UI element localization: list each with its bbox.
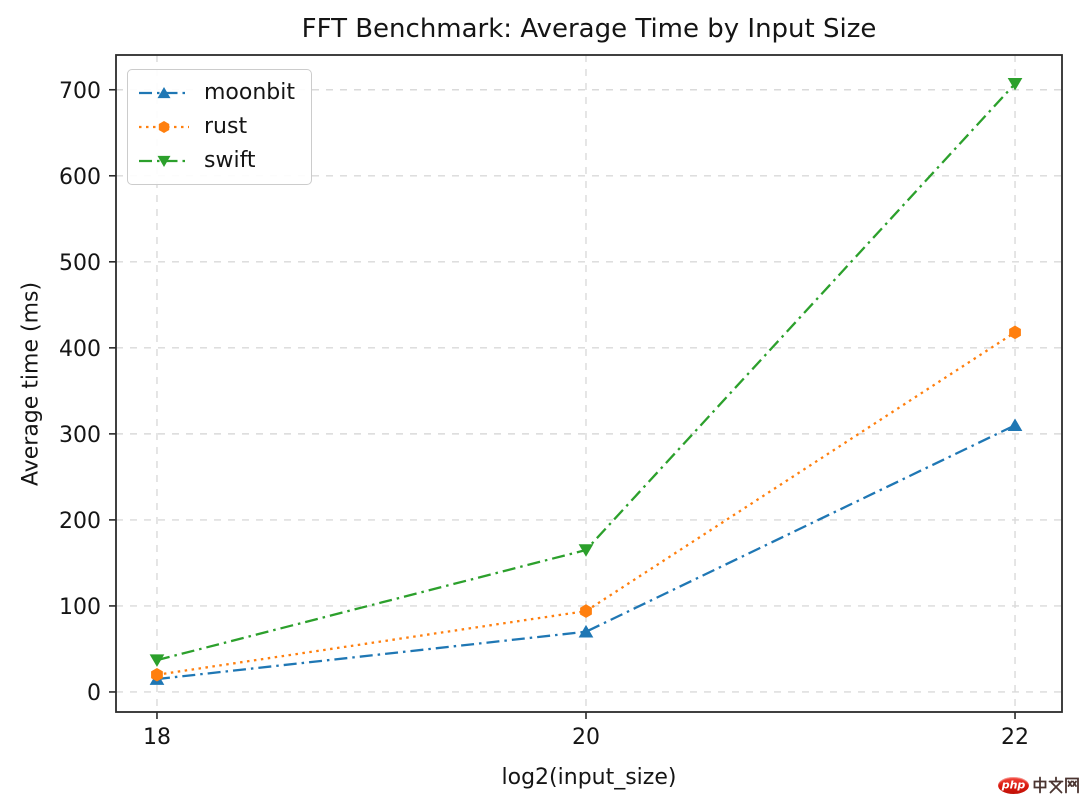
y-tick-label: 700 [59,79,101,104]
y-tick-label: 0 [87,681,101,706]
legend-item-rust: rust [138,112,295,142]
x-axis-label: log2(input_size) [501,765,677,790]
php-badge-text: php [1001,778,1026,791]
axes-spines [115,54,1063,713]
marker-swift-22 [1007,77,1023,91]
y-tick-label: 200 [59,509,101,534]
x-tick-label: 18 [143,725,171,750]
legend-item-moonbit: moonbit [138,78,295,108]
legend: moonbit rust swift [127,69,312,185]
y-tick-label: 100 [59,595,101,620]
legend-swatch-rust-icon [139,121,189,133]
y-tick-label: 300 [59,423,101,448]
marker-rust-22 [1009,325,1021,340]
legend-marker-swift-icon [157,155,171,167]
x-tick-label: 22 [1001,725,1029,750]
marker-moonbit-22 [1007,418,1023,432]
marker-swift-20 [578,544,594,557]
y-tick-label: 600 [59,165,101,190]
marker-rust-20 [580,604,592,618]
legend-label: swift [204,148,256,173]
legend-marker-rust-icon [158,121,170,133]
legend-swatch-moonbit-icon [139,87,189,99]
series-line-moonbit [156,424,1016,681]
legend-label: moonbit [204,80,295,105]
marker-rust-18 [151,667,163,682]
legend-label: rust [204,114,248,139]
watermark-logo: php [998,776,1080,794]
chart-title: FFT Benchmark: Average Time by Input Siz… [301,14,877,44]
legend-swatch-swift-icon [139,155,189,167]
x-tick-label: 20 [572,725,600,750]
php-badge-icon: php [998,776,1029,794]
y-axis-label: Average time (ms) [18,281,44,487]
site-name-glyphs-icon [1033,776,1079,794]
marker-moonbit-20 [578,624,594,638]
marker-swift-18 [149,654,165,667]
legend-item-swift: swift [138,146,295,176]
y-tick-label: 400 [59,337,101,362]
legend-marker-moonbit-icon [157,87,171,99]
y-tick-label: 500 [59,251,101,276]
